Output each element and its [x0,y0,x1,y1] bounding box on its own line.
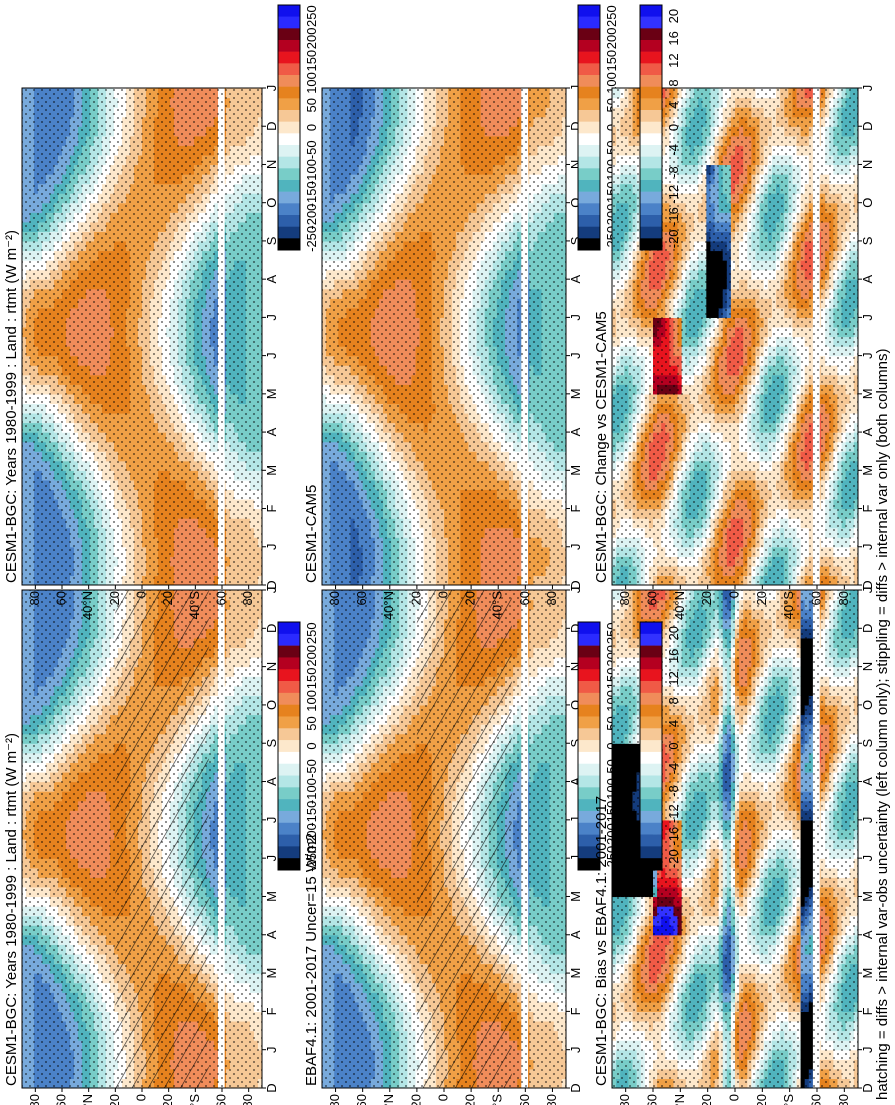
colorbar-frame [277,621,301,871]
colorbar-bin [278,846,300,859]
lat-tick-label: 60 [53,1094,68,1105]
colorbar-tick-label: 50 [304,716,319,730]
colorbar-tick-label: -250 [304,846,319,872]
colorbar-bin [278,716,300,729]
month-tick-label: J [264,1046,279,1053]
hatching-overlay [115,590,209,1088]
colorbar-bin [278,657,300,670]
lat-tick-label: 80 [27,1094,42,1105]
lat-tick-label: 40°S [187,1094,202,1105]
colorbar-tick-label: -200 [304,823,319,849]
colorbar-tick-label: 200 [304,645,319,667]
month-tick-label: A [264,777,279,786]
colorbar-tick-label: 100 [304,690,319,712]
panel-1: 806040°N2002040°S6080DJFMAMJJASONDJCESM1… [3,587,319,1105]
colorbar-bin [278,740,300,753]
colorbar-bin [278,763,300,776]
colorbar-bin [278,681,300,694]
lat-tick-label: 20 [107,1094,122,1105]
colorbar-bin [278,787,300,800]
colorbar-tick-label: -50 [304,759,319,778]
lat-tick-label: 0 [133,1094,148,1101]
colorbar-tick-label: 250 [304,622,319,644]
month-tick-label: M [264,891,279,902]
colorbar-bin [278,810,300,824]
lat-tick-label: 60 [213,1094,228,1105]
colorbar-bin [278,692,300,705]
month-tick-label: N [264,662,279,671]
colorbar-bin [278,751,300,765]
month-tick-label: D [264,624,279,633]
colorbar-bin [278,775,300,788]
month-tick-label: M [264,968,279,979]
colorbar-bin [278,704,300,717]
colorbar-bin [278,834,300,847]
colorbar-tick-label: 0 [304,742,319,749]
colorbar-bin [278,645,300,658]
lat-tick-label: 80 [240,1094,255,1105]
month-tick-label: O [264,700,279,710]
month-tick-label: D [264,1083,279,1092]
colorbar-bin [278,822,300,835]
month-tick-label: A [264,930,279,939]
month-tick-label: S [264,739,279,748]
lat-tick-label: 20 [160,1094,175,1105]
month-tick-label: J [264,855,279,862]
month-tick-label: F [264,1007,279,1015]
colorbar-bin [278,669,300,682]
colorbar-bin [278,622,300,635]
colorbar-tick-label: -150 [304,801,319,827]
panel-title: CESM1-BGC: Years 1980-1999 : Land : rtmt… [3,733,20,1086]
colorbar-tick-label: -100 [304,778,319,804]
month-tick-label: J [264,587,279,594]
month-tick-label: J [264,817,279,824]
lat-tick-label: 40°N [80,1094,95,1105]
colorbar-tick-label: 150 [304,668,319,690]
colorbar-bin [278,799,300,812]
colorbar-bin [278,633,300,646]
colorbar-bin [278,858,300,871]
colorbar-bin [278,728,300,741]
panel-2: 806040°N2002040°S6080DJFMAMJJASONDJEBAF4… [303,587,619,1105]
